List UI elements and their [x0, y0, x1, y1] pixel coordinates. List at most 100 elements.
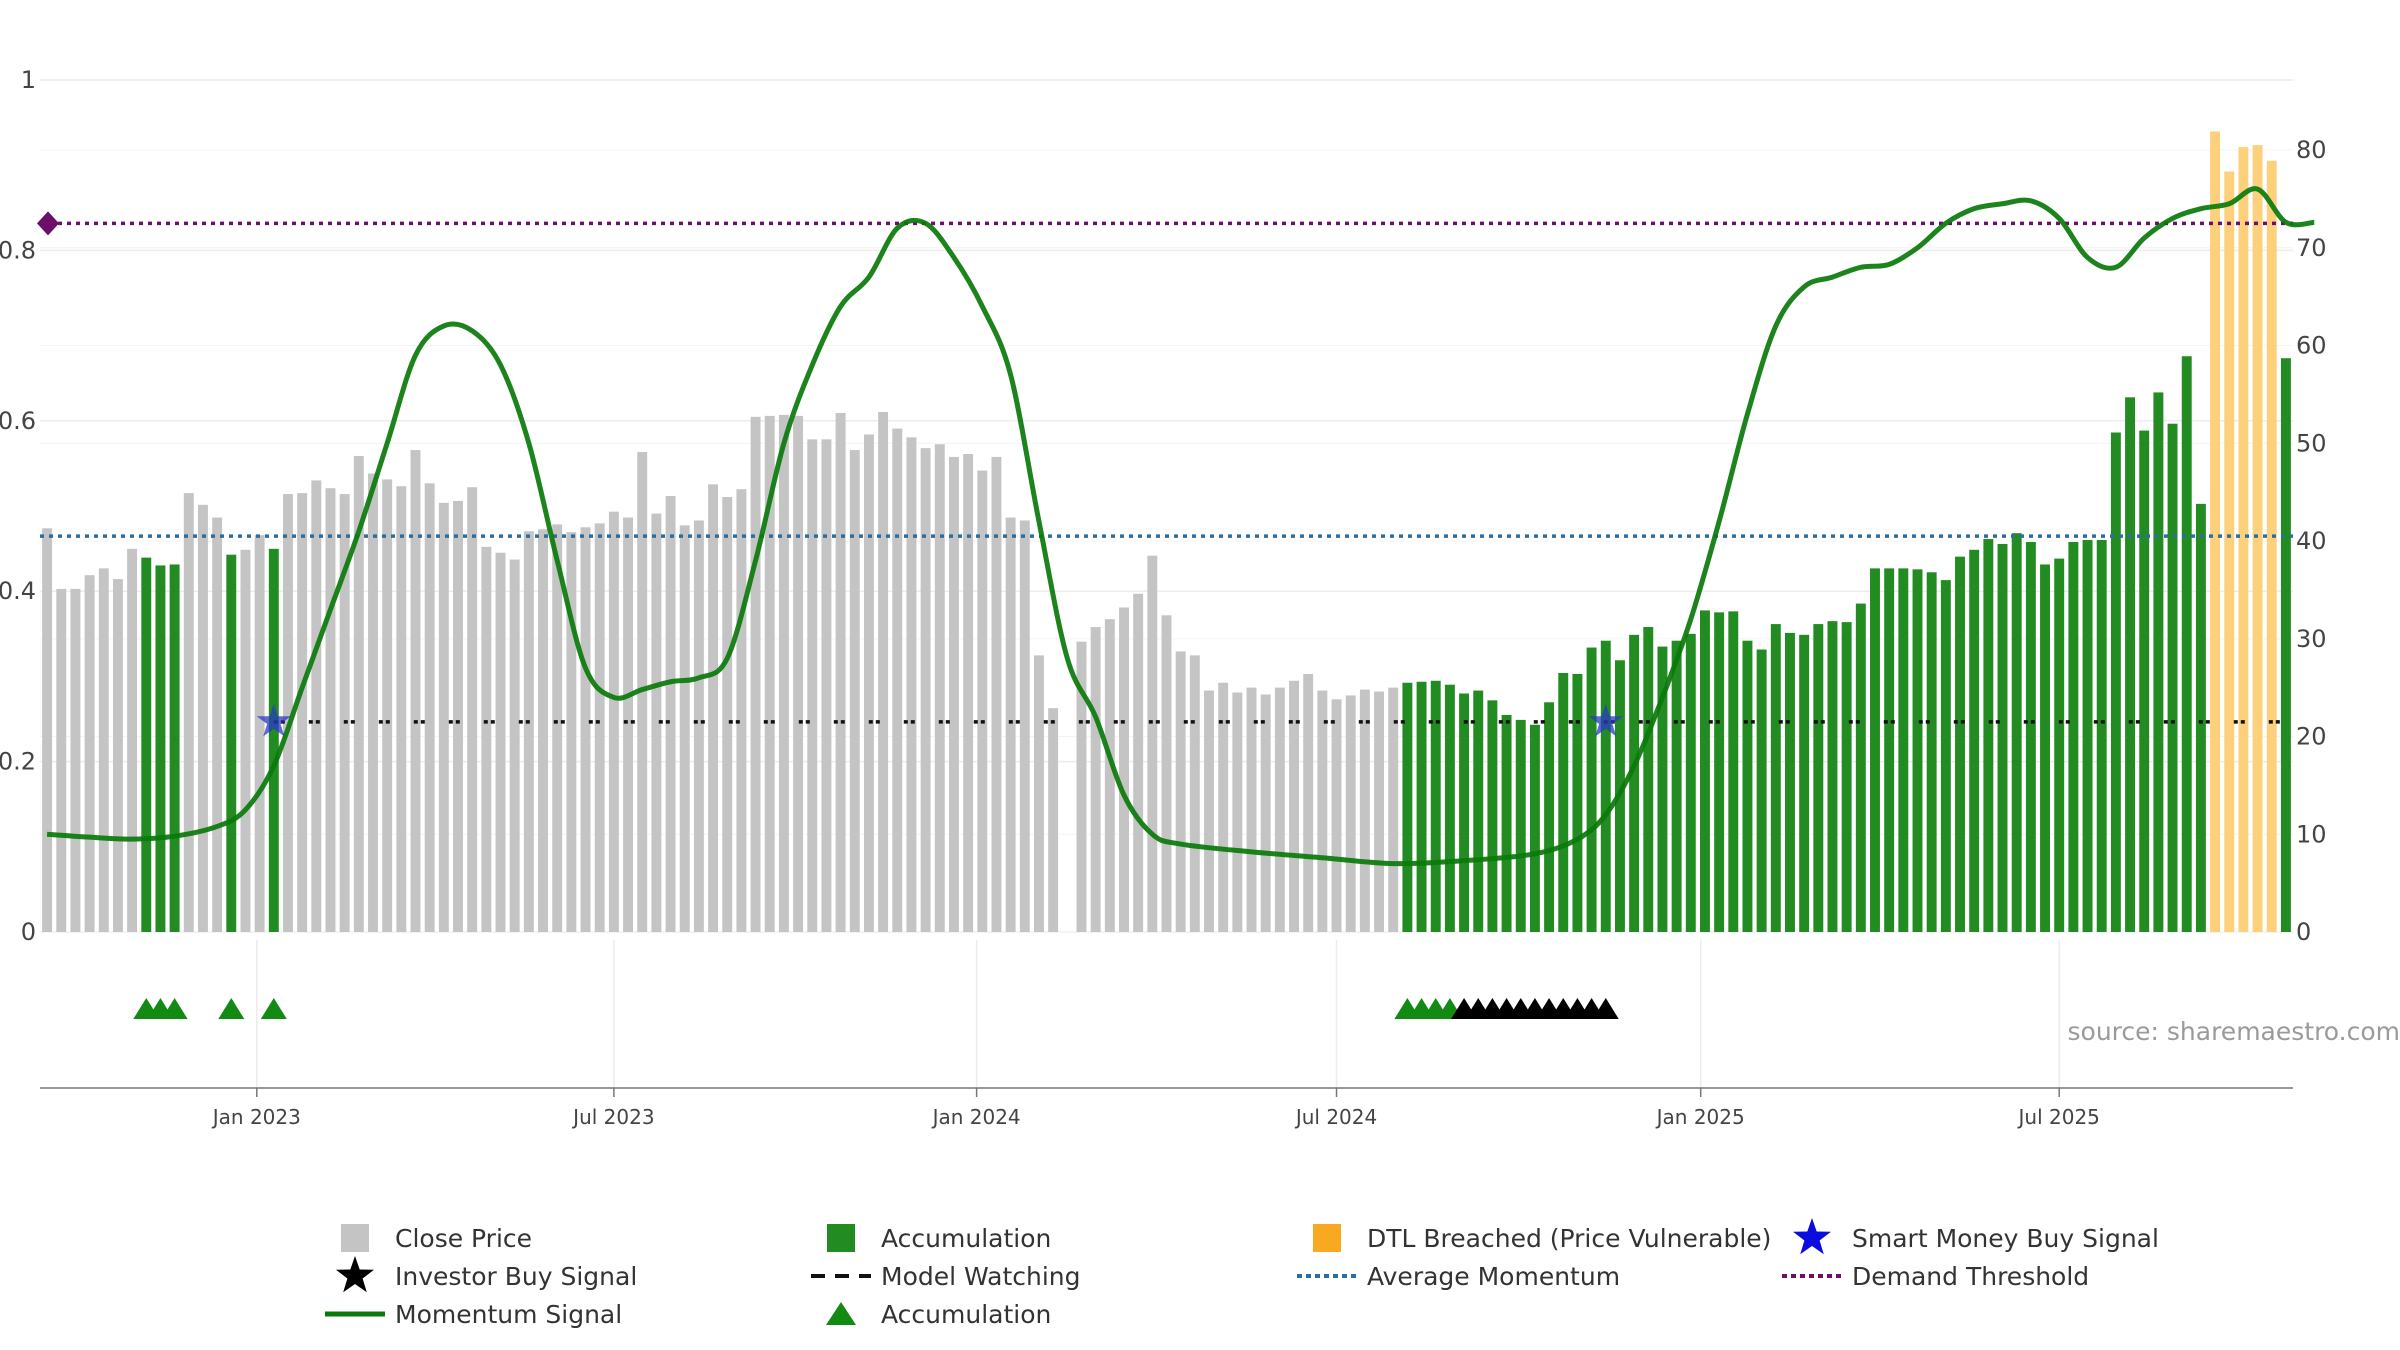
- close-price-bar: [183, 493, 194, 932]
- close-price-bar: [1204, 690, 1214, 932]
- accumulation-bar: [1501, 714, 1512, 932]
- right-tick-label: 70: [2296, 234, 2327, 262]
- close-price-bar: [608, 511, 619, 932]
- accumulation-bar: [1515, 719, 1526, 932]
- accumulation-bar: [1756, 649, 1767, 932]
- accumulation-bar: [1827, 621, 1838, 932]
- accumulation-bar: [2125, 397, 2136, 932]
- close-price-bar: [438, 502, 449, 932]
- left-tick-label: 0.4: [0, 577, 36, 605]
- close-price-bar: [623, 517, 634, 932]
- close-price-bar: [339, 494, 350, 932]
- left-tick-label: 0.2: [0, 748, 36, 776]
- accumulation-bar: [1997, 543, 2008, 932]
- accumulation-bar: [1444, 684, 1455, 932]
- close-price-bar: [821, 439, 832, 932]
- close-price-bar: [127, 548, 138, 932]
- accumulation-triangle-icon: [218, 998, 245, 1019]
- smart-money-star-icon: [1588, 703, 1623, 737]
- legend: Close Price Accumulation DTL Breached (Pri…: [325, 1218, 2159, 1329]
- accumulation-bar: [1529, 724, 1540, 932]
- accumulation-bar: [141, 557, 152, 932]
- accumulation-bar: [1430, 680, 1441, 932]
- close-price-bar: [1076, 641, 1087, 932]
- legend-label: Accumulation: [881, 1224, 1051, 1253]
- close-price-bar: [368, 473, 378, 932]
- close-price-bar: [594, 523, 605, 932]
- close-price-bar: [1218, 682, 1229, 932]
- close-price-bar: [1104, 619, 1115, 932]
- right-tick-label: 60: [2296, 332, 2327, 360]
- accumulation-bar: [2082, 540, 2093, 932]
- accumulation-bar: [1742, 640, 1753, 932]
- close-price-bar: [197, 504, 208, 932]
- accumulation-bar: [1926, 572, 1937, 932]
- close-price-bar: [722, 497, 733, 932]
- close-price-bar: [1090, 627, 1101, 932]
- x-tick-label: Jan 2025: [1655, 1105, 1745, 1129]
- legend-label: Average Momentum: [1367, 1262, 1620, 1291]
- legend-star-icon: [336, 1256, 374, 1293]
- close-price-bar: [878, 411, 889, 933]
- accumulation-bar: [2096, 540, 2107, 932]
- close-price-bar: [778, 414, 789, 933]
- close-price-bar: [807, 439, 818, 932]
- accumulation-bar: [1884, 568, 1895, 932]
- accumulation-bar: [2167, 423, 2178, 932]
- investor-signal-triangle-icon: [1592, 998, 1619, 1019]
- close-price-bar: [849, 450, 860, 932]
- close-price-bar: [1289, 680, 1299, 932]
- accumulation-bar: [1572, 673, 1583, 932]
- accumulation-bar: [1969, 549, 1980, 932]
- accumulation-bar: [2068, 541, 2079, 932]
- close-price-bar: [467, 487, 478, 932]
- price-bars: [42, 131, 2291, 933]
- accumulation-bar: [1898, 568, 1909, 932]
- accumulation-bar: [1657, 646, 1668, 932]
- close-price-bar: [424, 483, 435, 932]
- close-price-bar: [410, 450, 421, 932]
- close-price-bar: [948, 456, 959, 932]
- accumulation-bar: [1544, 702, 1555, 932]
- accumulation-bar: [2025, 541, 2036, 932]
- accumulation-triangle-icon: [260, 998, 287, 1019]
- accumulation-bar: [1799, 634, 1810, 932]
- legend-label: Model Watching: [881, 1262, 1081, 1291]
- close-price-bar: [297, 493, 308, 932]
- accumulation-triangle-icon: [161, 998, 188, 1019]
- close-price-bar: [566, 532, 577, 932]
- close-price-bar: [1019, 520, 1030, 932]
- close-price-bar: [1303, 673, 1314, 932]
- accumulation-bar: [268, 548, 279, 932]
- accumulation-bar: [1770, 624, 1781, 932]
- close-price-bar: [523, 531, 534, 932]
- watermark-text: source: sharemaestro.com: [2068, 1017, 2400, 1046]
- close-price-bar: [70, 588, 81, 932]
- accumulation-bar: [2011, 533, 2022, 932]
- x-tick-label: Jan 2023: [211, 1105, 301, 1129]
- accumulation-bar: [1685, 633, 1696, 932]
- accumulation-bar: [1699, 610, 1710, 932]
- legend-label: Investor Buy Signal: [395, 1262, 637, 1291]
- close-price-bar: [1133, 593, 1144, 932]
- accumulation-bar: [1487, 700, 1498, 932]
- close-price-bar: [56, 588, 67, 932]
- left-tick-label: 0: [21, 918, 36, 946]
- close-price-bar: [1048, 708, 1059, 932]
- legend-star-icon: [1793, 1218, 1831, 1255]
- close-price-bar: [509, 559, 520, 932]
- close-price-bar: [679, 525, 690, 932]
- accumulation-bar: [1870, 568, 1880, 932]
- accumulation-bar: [2280, 358, 2291, 932]
- close-price-bar: [1189, 655, 1200, 932]
- close-price-bar: [934, 444, 945, 932]
- accumulation-bar: [1813, 624, 1824, 932]
- close-price-bar: [1331, 699, 1342, 932]
- close-price-bar: [283, 494, 293, 932]
- accumulation-bar: [2181, 356, 2192, 932]
- accumulation-bar: [1586, 647, 1597, 932]
- close-price-bar: [84, 575, 95, 932]
- accumulation-bar: [1841, 622, 1852, 932]
- legend-triangle-icon: [826, 1302, 856, 1325]
- close-price-bar: [906, 437, 917, 932]
